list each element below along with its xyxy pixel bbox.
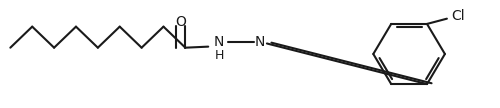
Text: N: N xyxy=(255,35,265,49)
Text: O: O xyxy=(176,15,186,29)
Text: Cl: Cl xyxy=(452,9,465,22)
Text: N: N xyxy=(214,35,224,49)
Text: H: H xyxy=(214,49,224,62)
